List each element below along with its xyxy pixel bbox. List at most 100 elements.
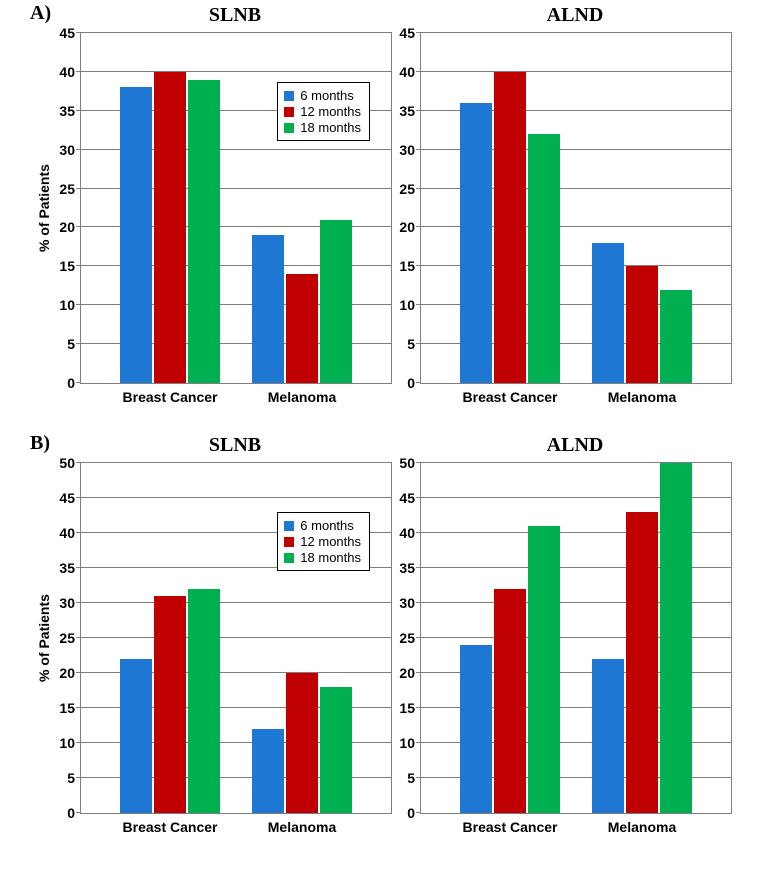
gridline [81,637,391,638]
chart-title: ALND [420,434,730,457]
gridline [421,32,731,33]
legend-swatch [284,521,294,531]
ytick-mark [416,71,421,72]
ytick-mark [76,462,81,463]
bar [286,673,318,813]
ytick-label: 45 [59,25,75,41]
ytick-label: 40 [59,64,75,80]
ytick-mark [416,149,421,150]
legend-label: 6 months [300,88,353,103]
ytick-label: 0 [67,375,75,391]
ytick-label: 10 [59,297,75,313]
ytick-mark [416,707,421,708]
ytick-mark [416,672,421,673]
chart-title: SLNB [80,4,390,27]
ytick-label: 10 [59,735,75,751]
ytick-mark [416,32,421,33]
ytick-label: 45 [59,490,75,506]
ytick-label: 20 [399,219,415,235]
ytick-label: 25 [59,630,75,646]
bar [154,596,186,813]
chart-b-alnd: ALND 05101520253035404550Breast CancerMel… [420,430,730,870]
bar [494,72,526,383]
ytick-mark [76,497,81,498]
legend-label: 12 months [300,534,361,549]
bar [320,220,352,383]
xcat-label: Melanoma [268,819,336,835]
bar [660,290,692,383]
ytick-mark [76,602,81,603]
bar [626,266,658,383]
bar [592,659,624,813]
ytick-mark [76,637,81,638]
chart-title: SLNB [80,434,390,457]
gridline [81,602,391,603]
bar [154,72,186,383]
ytick-mark [76,382,81,383]
row-a: SLNB 051015202530354045Breast CancerMelan… [0,0,764,430]
bar [320,687,352,813]
chart-title: ALND [420,4,730,27]
ytick-label: 0 [407,805,415,821]
xcat-label: Melanoma [608,819,676,835]
legend-label: 12 months [300,104,361,119]
ytick-label: 5 [407,336,415,352]
ytick-label: 5 [67,770,75,786]
plot-area: 051015202530354045Breast CancerMelanoma [420,32,732,384]
ytick-mark [416,532,421,533]
ytick-label: 35 [59,560,75,576]
ytick-label: 35 [399,103,415,119]
ytick-label: 20 [59,665,75,681]
ytick-label: 0 [407,375,415,391]
ytick-mark [416,777,421,778]
legend-swatch [284,107,294,117]
ytick-label: 25 [59,181,75,197]
legend-row: 18 months [284,120,361,135]
bar [494,589,526,813]
ytick-mark [416,497,421,498]
ytick-label: 15 [399,700,415,716]
xcat-label: Melanoma [268,389,336,405]
bar [252,235,284,383]
plot-area: 05101520253035404550Breast CancerMelanom… [420,462,732,814]
bar [188,80,220,383]
ytick-mark [76,707,81,708]
bar [252,729,284,813]
ytick-mark [416,567,421,568]
bar [626,512,658,813]
xcat-label: Breast Cancer [123,819,218,835]
ytick-mark [416,602,421,603]
ytick-label: 30 [399,142,415,158]
ytick-label: 0 [67,805,75,821]
gridline [81,32,391,33]
chart-a-alnd: ALND 051015202530354045Breast CancerMelan… [420,0,730,430]
ytick-mark [76,71,81,72]
figure: A) SLNB051015202530354045Breast CancerMe… [0,0,764,879]
ytick-mark [416,742,421,743]
legend-swatch [284,123,294,133]
ytick-label: 40 [399,525,415,541]
xcat-label: Melanoma [608,389,676,405]
legend-label: 18 months [300,120,361,135]
ytick-mark [76,777,81,778]
ytick-label: 10 [399,297,415,313]
yaxis-label: % of Patients [36,164,52,252]
ytick-label: 30 [59,142,75,158]
ytick-mark [416,188,421,189]
ytick-label: 15 [59,700,75,716]
yaxis-label: % of Patients [36,594,52,682]
ytick-mark [76,149,81,150]
ytick-mark [416,343,421,344]
ytick-mark [76,343,81,344]
row-b: SLNB 05101520253035404550Breast CancerMel… [0,430,764,870]
legend-swatch [284,553,294,563]
ytick-mark [416,462,421,463]
ytick-mark [416,110,421,111]
legend: 6 months12 months18 months [277,512,370,571]
bar [460,103,492,383]
ytick-mark [76,742,81,743]
ytick-mark [416,226,421,227]
ytick-label: 30 [399,595,415,611]
xcat-label: Breast Cancer [463,389,558,405]
ytick-label: 20 [59,219,75,235]
